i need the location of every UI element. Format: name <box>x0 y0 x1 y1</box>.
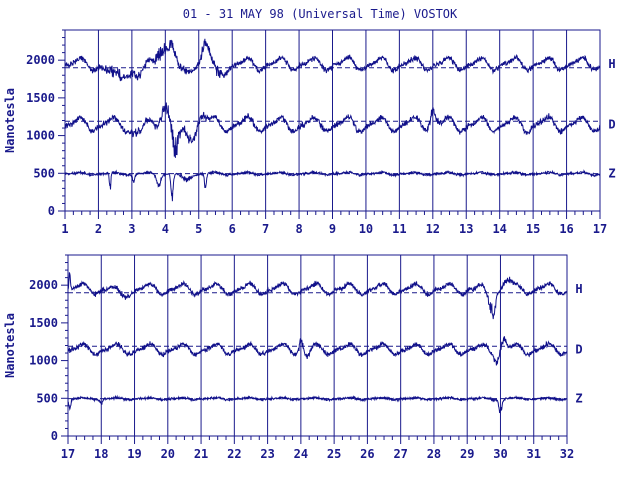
x-tick-label: 19 <box>127 447 141 461</box>
series-label-d: D <box>575 342 582 356</box>
y-tick-label: 1000 <box>29 354 58 368</box>
series-label-h: H <box>608 57 615 71</box>
x-tick-label: 10 <box>359 222 373 236</box>
y-axis-label: Nanotesla <box>3 313 17 378</box>
x-tick-label: 15 <box>526 222 540 236</box>
x-tick-label: 23 <box>260 447 274 461</box>
x-tick-label: 6 <box>229 222 236 236</box>
x-tick-label: 3 <box>128 222 135 236</box>
y-tick-label: 500 <box>36 391 58 405</box>
series-trace-z <box>67 394 568 414</box>
x-tick-label: 9 <box>329 222 336 236</box>
x-tick-label: 13 <box>459 222 473 236</box>
series-trace-d <box>64 102 601 158</box>
x-tick-label: 32 <box>560 447 574 461</box>
y-tick-label: 1000 <box>26 129 55 143</box>
series-label-d: D <box>608 117 615 131</box>
x-tick-label: 29 <box>460 447 474 461</box>
x-tick-label: 21 <box>194 447 208 461</box>
y-tick-label: 0 <box>51 429 58 443</box>
x-tick-label: 12 <box>426 222 440 236</box>
x-tick-label: 2 <box>95 222 102 236</box>
x-tick-label: 5 <box>195 222 202 236</box>
series-label-z: Z <box>575 392 582 406</box>
x-tick-label: 31 <box>527 447 541 461</box>
y-tick-label: 500 <box>33 166 55 180</box>
x-tick-label: 17 <box>593 222 607 236</box>
series-label-h: H <box>575 282 582 296</box>
panel-2: 17 18 19 20 21 22 23 24 25 26 27 28 29 30 31 32 0 500 1000… <box>3 254 583 461</box>
x-tick-label: 27 <box>393 447 407 461</box>
y-tick-label: 1500 <box>26 91 55 105</box>
x-tick-label: 17 <box>61 447 75 461</box>
panel-1: 1 2 3 4 5 6 7 8 9 10 11 12 13 14 15 16 17050010001500200… <box>3 29 616 236</box>
y-axis-label: Nanotesla <box>3 88 17 153</box>
x-tick-label: 14 <box>492 222 506 236</box>
y-tick-label: 2000 <box>29 278 58 292</box>
x-tick-label: 7 <box>262 222 269 236</box>
x-tick-label: 8 <box>295 222 302 236</box>
panels: 1 2 3 4 5 6 7 8 9 10 11 12 13 14 15 16 17050010001500200… <box>3 29 616 461</box>
series-trace-h <box>64 38 601 82</box>
series-trace-h <box>67 272 568 320</box>
y-tick-label: 1500 <box>29 316 58 330</box>
y-tick-label: 2000 <box>26 53 55 67</box>
x-tick-label: 24 <box>294 447 308 461</box>
x-tick-label: 25 <box>327 447 341 461</box>
x-tick-label: 30 <box>493 447 507 461</box>
x-tick-label: 20 <box>161 447 175 461</box>
x-tick-label: 1 <box>61 222 68 236</box>
series-trace-z <box>64 169 601 202</box>
x-tick-label: 22 <box>227 447 241 461</box>
x-tick-label: 28 <box>427 447 441 461</box>
x-tick-label: 26 <box>360 447 374 461</box>
y-tick-label: 0 <box>48 204 55 218</box>
x-tick-label: 18 <box>94 447 108 461</box>
series-label-z: Z <box>608 167 615 181</box>
x-tick-label: 4 <box>162 222 169 236</box>
figure-title: 01 - 31 MAY 98 (Universal Time) VOSTOK <box>183 7 458 21</box>
x-tick-label: 11 <box>392 222 406 236</box>
series-trace-d <box>67 336 568 366</box>
x-tick-label: 16 <box>559 222 573 236</box>
